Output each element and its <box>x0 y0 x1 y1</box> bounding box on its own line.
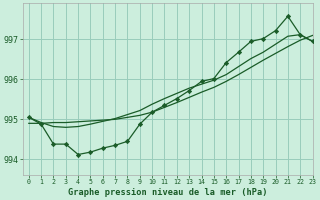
X-axis label: Graphe pression niveau de la mer (hPa): Graphe pression niveau de la mer (hPa) <box>68 188 267 197</box>
